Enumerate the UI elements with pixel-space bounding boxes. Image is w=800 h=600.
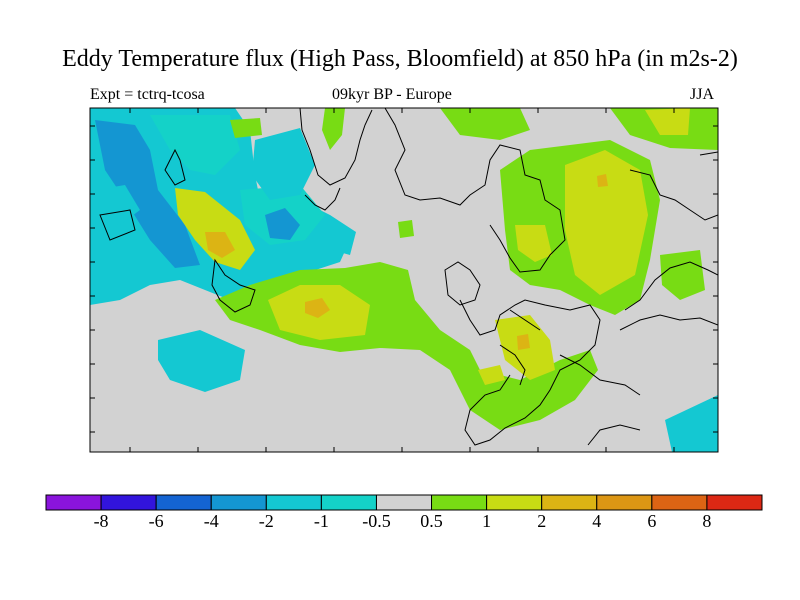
period-region-label: 09kyr BP - Europe bbox=[332, 86, 452, 103]
positive-flux-patch-small-2 bbox=[230, 118, 262, 138]
colorbar-label: -0.5 bbox=[362, 511, 391, 531]
colorbar-swatch bbox=[486, 494, 543, 511]
colorbar-label: 6 bbox=[647, 511, 657, 531]
colorbar-label: -4 bbox=[203, 511, 219, 531]
colorbar-swatch bbox=[541, 494, 598, 511]
colorbar-swatch bbox=[596, 494, 653, 511]
colorbar-label: 2 bbox=[537, 511, 547, 531]
positive-flux-patch-norway bbox=[322, 108, 345, 150]
colorbar-swatch bbox=[265, 494, 322, 511]
positive-flux-patch-south-small bbox=[478, 365, 505, 385]
colorbar-swatch bbox=[45, 494, 102, 511]
map-ticks bbox=[90, 108, 718, 452]
colorbar-swatch bbox=[706, 494, 763, 511]
colorbar-label: -1 bbox=[313, 511, 329, 531]
colorbar-label: -8 bbox=[93, 511, 109, 531]
colorbar-swatch bbox=[320, 494, 377, 511]
colorbar-label: 0.5 bbox=[420, 511, 443, 531]
negative-flux-patch-north-3 bbox=[330, 215, 356, 255]
positive-flux-patch-nw bbox=[175, 188, 255, 270]
colorbar-label: 4 bbox=[592, 511, 602, 531]
positive-flux-max-central bbox=[305, 298, 330, 318]
coastlines bbox=[99, 108, 718, 446]
negative-flux-patch-scotland bbox=[265, 208, 300, 240]
negative-flux-patch-north-2 bbox=[252, 128, 315, 200]
colorbar-label: 8 bbox=[702, 511, 712, 531]
season-label: JJA bbox=[690, 86, 715, 103]
experiment-label: Expt = tctrq-tcosa bbox=[90, 86, 205, 103]
colorbar-label: -2 bbox=[258, 511, 274, 531]
positive-flux-patch-small-1 bbox=[398, 220, 414, 238]
positive-flux-core-east bbox=[565, 150, 648, 295]
colorbar bbox=[45, 494, 763, 511]
positive-flux-patch-east-2 bbox=[660, 250, 705, 300]
colorbar-swatch bbox=[155, 494, 212, 511]
positive-flux-patch-ne-core bbox=[645, 108, 690, 135]
negative-flux-region-west-core bbox=[95, 120, 200, 268]
positive-flux-patch-baltic-north bbox=[440, 108, 530, 140]
map-title: Eddy Temperature flux (High Pass, Bloomf… bbox=[62, 46, 738, 72]
map-plot-area bbox=[90, 108, 718, 452]
positive-flux-max-italy bbox=[517, 334, 530, 350]
colorbar-swatch bbox=[100, 494, 157, 511]
colorbar-label: 1 bbox=[482, 511, 492, 531]
negative-flux-patch-north bbox=[150, 115, 240, 175]
positive-flux-patch-nw-core bbox=[205, 232, 235, 258]
colorbar-swatch bbox=[651, 494, 708, 511]
negative-flux-patch-south bbox=[158, 330, 245, 392]
colorbar-swatch bbox=[210, 494, 267, 511]
negative-flux-patch-iceland bbox=[95, 185, 140, 225]
positive-flux-patch-baltic bbox=[515, 225, 552, 262]
negative-flux-patch-southeast bbox=[665, 395, 718, 452]
colorbar-swatch bbox=[375, 494, 433, 511]
positive-flux-max-east bbox=[597, 174, 608, 187]
map-frame bbox=[89, 107, 719, 453]
colorbar-swatch bbox=[431, 494, 488, 511]
colorbar-label: -6 bbox=[148, 511, 164, 531]
